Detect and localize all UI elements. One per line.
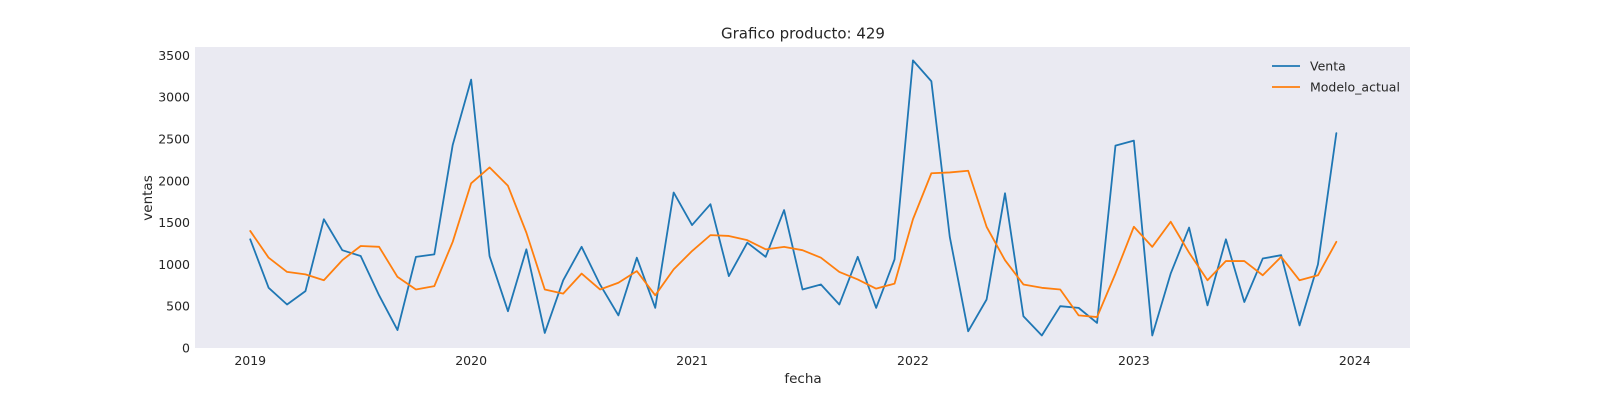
y-tick-label: 3500 <box>158 48 190 63</box>
y-tick-label: 3000 <box>158 90 190 105</box>
legend-label: Modelo_actual <box>1310 80 1400 95</box>
y-axis: 0 500 1000 1500 2000 2500 3000 3500 <box>158 48 190 356</box>
x-tick-label: 2020 <box>455 353 487 368</box>
legend: Venta Modelo_actual <box>1272 59 1400 95</box>
y-axis-label: ventas <box>140 175 156 220</box>
series-line-venta <box>249 59 1338 337</box>
y-tick-label: 2500 <box>158 131 190 146</box>
y-tick-label: 1000 <box>158 257 190 272</box>
x-tick-label: 2022 <box>897 353 929 368</box>
legend-label: Venta <box>1310 59 1346 74</box>
y-tick-label: 1500 <box>158 215 190 230</box>
chart-title: Grafico producto: 429 <box>721 25 885 43</box>
y-tick-label: 500 <box>166 299 190 314</box>
series-line-modelo-actual <box>249 166 1338 318</box>
plot-area <box>195 47 1410 348</box>
series-lines <box>249 59 1338 337</box>
x-tick-label: 2021 <box>676 353 708 368</box>
x-axis: 2019 2020 2021 2022 2023 2024 <box>234 353 1370 368</box>
y-tick-label: 0 <box>182 341 190 356</box>
x-tick-label: 2023 <box>1118 353 1150 368</box>
y-tick-label: 2000 <box>158 173 190 188</box>
x-tick-label: 2024 <box>1339 353 1371 368</box>
x-axis-label: fecha <box>784 371 821 387</box>
x-tick-label: 2019 <box>234 353 266 368</box>
